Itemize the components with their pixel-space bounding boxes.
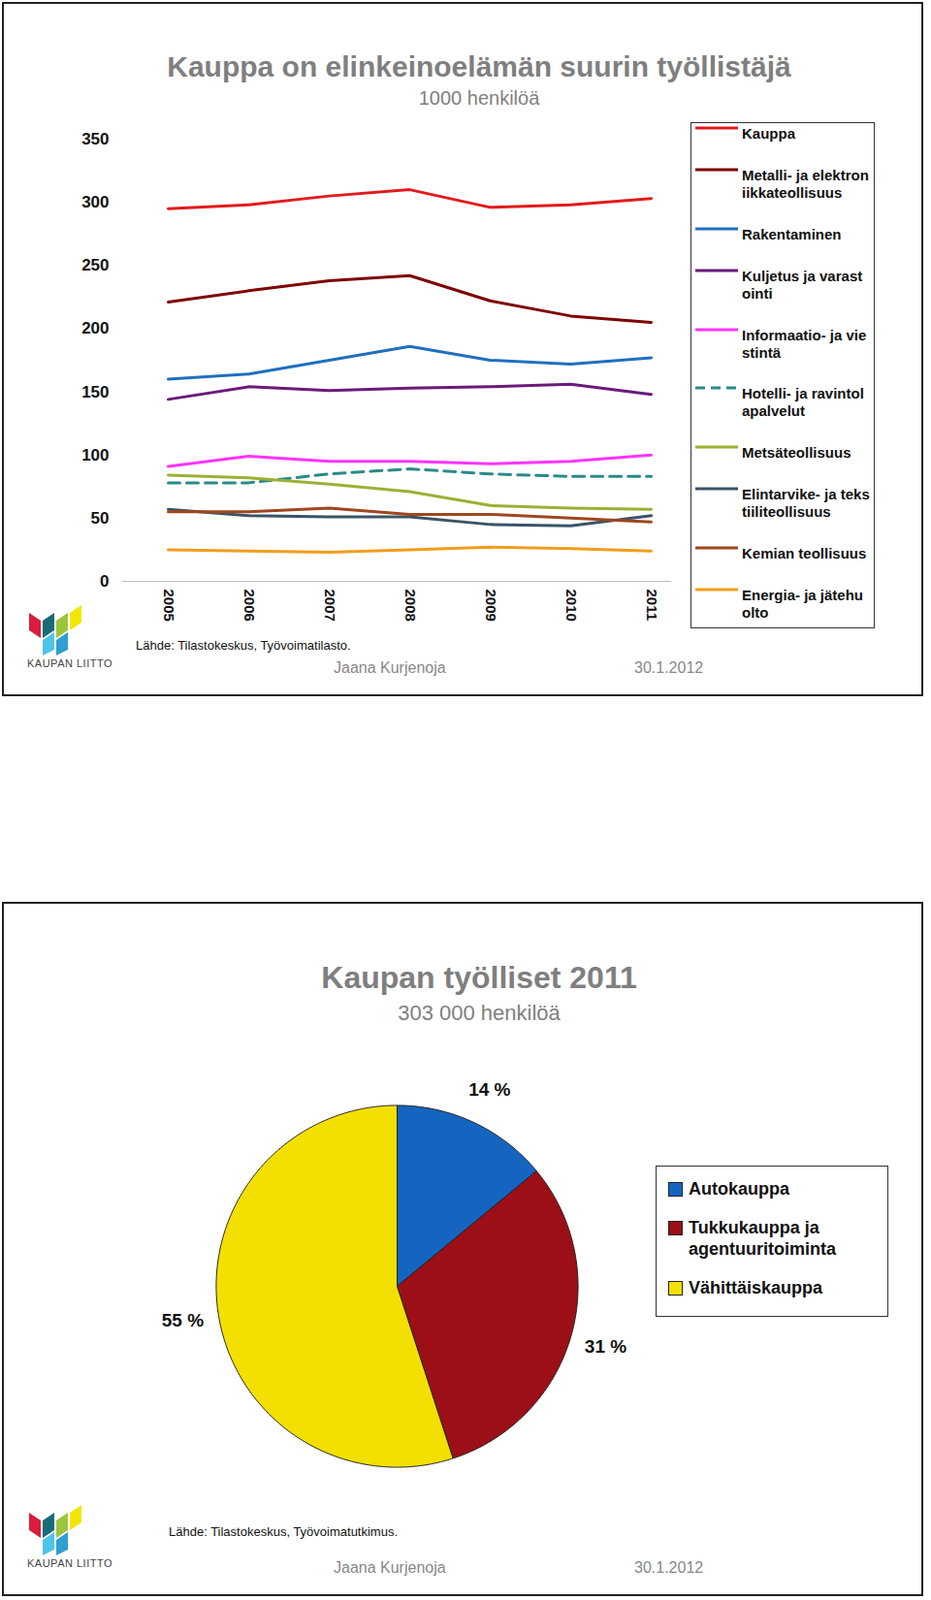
svg-text:300: 300 bbox=[81, 192, 109, 212]
html-text:Kaupan työlliset 2011: Kaupan työlliset 2011 bbox=[321, 960, 637, 996]
html-text:Autokauppa: Autokauppa bbox=[688, 1179, 790, 1199]
html-text:Informaatio- ja viestintä: Informaatio- ja viestintä bbox=[741, 326, 867, 361]
html-text:1000 henkilöä: 1000 henkilöä bbox=[418, 87, 540, 109]
svg-text:250: 250 bbox=[81, 256, 109, 275]
svg-text:14 %: 14 % bbox=[468, 1079, 511, 1100]
svg-text:150: 150 bbox=[81, 383, 109, 402]
svg-text:2005: 2005 bbox=[160, 589, 178, 622]
svg-text:2007: 2007 bbox=[321, 589, 339, 622]
html-text:303 000 henkilöä: 303 000 henkilöä bbox=[397, 1000, 561, 1026]
html-text:KAUPAN LIITTO: KAUPAN LIITTO bbox=[27, 657, 113, 670]
svg-text:2009: 2009 bbox=[482, 589, 500, 622]
svg-text:200: 200 bbox=[81, 319, 109, 338]
html-text:Tukkukauppa ja agentuuritoimin: Tukkukauppa ja agentuuritoiminta bbox=[688, 1218, 836, 1259]
svg-text:0: 0 bbox=[99, 572, 109, 591]
html-text:Jaana Kurjenoja: Jaana Kurjenoja bbox=[333, 1559, 446, 1576]
html-text:Kauppa: Kauppa bbox=[741, 125, 796, 142]
html-text:Elintarvike- ja tekstiiliteoll: Elintarvike- ja tekstiiliteollisuus bbox=[741, 485, 870, 520]
html-text:Rakentaminen: Rakentaminen bbox=[741, 225, 842, 243]
html-text:Energia- ja jätehuolto: Energia- ja jätehuolto bbox=[741, 586, 864, 621]
svg-text:100: 100 bbox=[81, 446, 109, 465]
svg-text:2011: 2011 bbox=[643, 589, 661, 622]
html-text:Metsäteollisuus: Metsäteollisuus bbox=[741, 444, 851, 461]
html-text:Hotelli- ja ravintolapalvelut: Hotelli- ja ravintolapalvelut bbox=[741, 385, 864, 420]
html-text:Kuljetus ja varastointi: Kuljetus ja varastointi bbox=[741, 267, 863, 302]
svg-text:350: 350 bbox=[81, 129, 109, 149]
svg-text:55 %: 55 % bbox=[161, 1310, 204, 1331]
svg-text:2006: 2006 bbox=[241, 589, 258, 622]
svg-text:31 %: 31 % bbox=[584, 1336, 627, 1357]
svg-text:2010: 2010 bbox=[563, 589, 580, 622]
svg-text:2008: 2008 bbox=[402, 589, 419, 622]
html-text:Metalli- ja elektroniikkateoll: Metalli- ja elektroniikkateollisuus bbox=[741, 166, 869, 201]
html-text:Vähittäiskauppa: Vähittäiskauppa bbox=[688, 1278, 823, 1298]
html-text:Lähde: Tilastokeskus, Työvoima: Lähde: Tilastokeskus, Työvoimatilasto. bbox=[135, 638, 351, 653]
html-text:Lähde: Tilastokeskus, Työvoima: Lähde: Tilastokeskus, Työvoimatutkimus. bbox=[168, 1524, 398, 1540]
html-text:Jaana Kurjenoja: Jaana Kurjenoja bbox=[333, 659, 446, 676]
html-text:30.1.2012: 30.1.2012 bbox=[634, 1559, 704, 1576]
html-text:Kauppa on elinkeinoelämän suur: Kauppa on elinkeinoelämän suurin työllis… bbox=[167, 50, 792, 83]
html-text:30.1.2012: 30.1.2012 bbox=[634, 659, 704, 676]
html-text:KAUPAN LIITTO: KAUPAN LIITTO bbox=[27, 1557, 113, 1570]
html-text:Kemian teollisuus: Kemian teollisuus bbox=[741, 545, 867, 562]
svg-text:50: 50 bbox=[91, 509, 110, 528]
